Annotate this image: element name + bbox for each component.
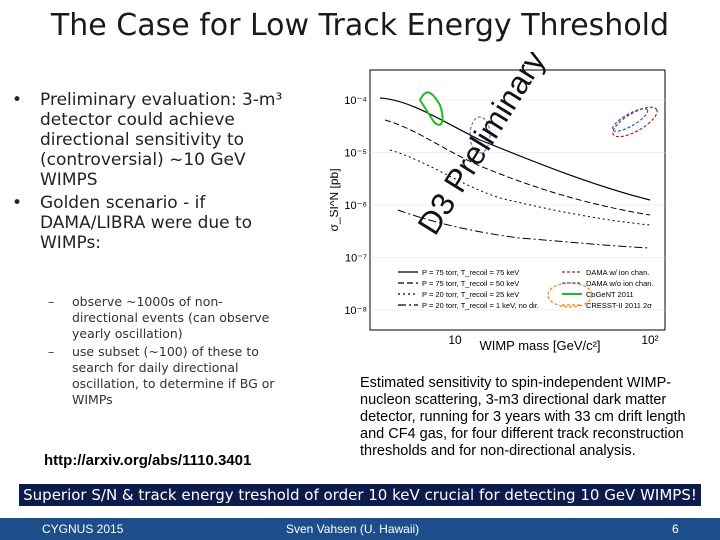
curve-75torr-50kev: [384, 119, 651, 216]
bullet-list: • Preliminary evaluation: 3-m³ detector …: [8, 90, 298, 256]
page-number: 6: [672, 522, 679, 536]
sub-bullet-item: – use subset (~100) of these to search f…: [48, 344, 288, 408]
curve-cogent: [418, 91, 444, 126]
plot-frame: [369, 69, 666, 331]
bullet-item: • Golden scenario - if DAMA/LIBRA were d…: [8, 193, 298, 253]
curve-dama-noion-low: [469, 116, 491, 154]
legend-label: DAMA w/o ion chan.: [586, 279, 654, 288]
bullet-dot-icon: •: [12, 193, 23, 213]
legend-label: CoGeNT 2011: [586, 290, 634, 299]
arxiv-link[interactable]: http://arxiv.org/abs/1110.3401: [44, 452, 252, 469]
x-tick-label: 10²: [641, 333, 658, 347]
bullet-dot-icon: •: [12, 90, 23, 110]
x-tick-label: 10: [448, 333, 462, 347]
plot-curves: [379, 91, 658, 308]
sub-bullet-text: use subset (~100) of these to search for…: [72, 344, 275, 407]
y-tick-label: 10⁻⁸: [344, 305, 367, 317]
legend-label: CRESST-II 2011 2σ: [586, 301, 652, 310]
y-axis-ticks: 10⁻⁴ 10⁻⁵ 10⁻⁶ 10⁻⁷ 10⁻⁸: [344, 95, 367, 317]
legend-label: P = 75 torr, T_recoil = 50 keV: [422, 279, 519, 288]
plot-legend: P = 75 torr, T_recoil = 75 keV P = 75 tor…: [398, 268, 654, 310]
curve-dama-noion: [611, 108, 649, 132]
footer-center: Sven Vahsen (U. Hawaii): [286, 522, 420, 536]
banner-text: Superior S/N & track energy treshold of …: [19, 484, 701, 506]
y-tick-label: 10⁻⁵: [344, 148, 367, 160]
sensitivity-plot: 10⁻⁴ 10⁻⁵ 10⁻⁶ 10⁻⁷ 10⁻⁸ 10 10² σ_SI^N [pb] W…: [330, 69, 666, 353]
curve-75torr-75kev: [379, 97, 651, 201]
dash-icon: –: [48, 294, 55, 309]
footer-bar: CYGNUS 2015 Sven Vahsen (U. Hawaii) 6: [0, 518, 720, 540]
sub-bullet-text: observe ~1000s of non-directional events…: [72, 294, 270, 341]
dash-icon: –: [48, 344, 55, 359]
legend-label: P = 20 torr, T_recoil = 25 keV: [422, 290, 519, 299]
sub-bullet-item: – observe ~1000s of non-directional even…: [48, 294, 288, 342]
y-axis-label: σ_SI^N [pb]: [330, 168, 341, 231]
bullet-text: Golden scenario - if DAMA/LIBRA were due…: [40, 193, 253, 253]
x-axis-label: WIMP mass [GeV/c²]: [479, 338, 600, 353]
slide-title: The Case for Low Track Energy Threshold: [50, 8, 670, 43]
y-tick-label: 10⁻⁷: [345, 253, 367, 265]
curve-dama-ion: [612, 106, 658, 138]
summary-banner: Superior S/N & track energy treshold of …: [0, 484, 720, 506]
figure-caption: Estimated sensitivity to spin-independen…: [360, 375, 686, 459]
legend-label: P = 75 torr, T_recoil = 75 keV: [422, 268, 519, 277]
y-tick-label: 10⁻⁴: [344, 95, 367, 107]
bullet-item: • Preliminary evaluation: 3-m³ detector …: [8, 90, 298, 190]
legend-label: DAMA w/ ion chan.: [586, 268, 649, 277]
curve-20torr-25kev: [389, 149, 651, 226]
footer-left: CYGNUS 2015: [42, 522, 124, 536]
bullet-text: Preliminary evaluation: 3-m³ detector co…: [40, 90, 283, 190]
legend-label: P = 20 torr, T_recoil = 1 keV, no dir.: [422, 301, 539, 310]
sub-bullet-list: – observe ~1000s of non-directional even…: [48, 294, 288, 410]
x-axis-ticks: 10 10²: [448, 333, 658, 347]
y-tick-label: 10⁻⁶: [344, 200, 367, 212]
